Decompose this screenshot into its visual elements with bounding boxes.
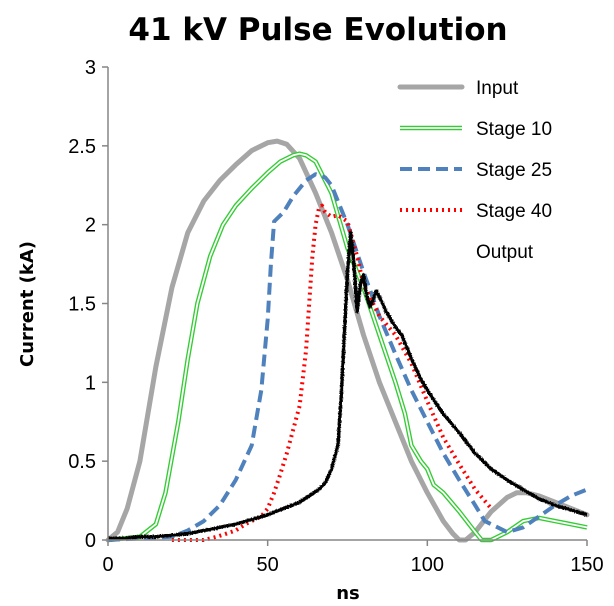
y-axis-label: Current (kA)	[17, 241, 38, 367]
legend-input-label: Input	[476, 78, 519, 99]
y-tick-label: 1	[85, 372, 96, 394]
y-tick-label: 2	[85, 215, 96, 237]
x-tick-label: 50	[257, 554, 279, 576]
y-tick-label: 1.5	[68, 294, 96, 316]
x-tick-label: 100	[411, 554, 444, 576]
legend-stage-10-label: Stage 10	[476, 119, 552, 140]
legend: Input Stage 10 Stage 25 Stage 40 Output	[397, 78, 552, 263]
x-tick-label: 150	[570, 554, 603, 576]
series-stage-25-line	[107, 172, 588, 542]
series-stage-40-line	[171, 203, 493, 542]
ticks-layer: 0 0.5 1 1.5 2 2.5 3 0 50 100 150	[68, 57, 604, 576]
legend-stage-25-label: Stage 25	[476, 160, 552, 181]
chart-title: 41 kV Pulse Evolution	[128, 12, 507, 48]
series-output-line	[108, 230, 588, 541]
x-axis-label: ns	[336, 583, 360, 604]
y-tick-label: 3	[85, 57, 96, 79]
x-tick-label: 0	[102, 554, 113, 576]
y-tick-label: 0	[85, 530, 96, 552]
y-tick-label: 2.5	[68, 136, 96, 158]
plot-area: 0 0.5 1 1.5 2 2.5 3 0 50 100 150	[68, 57, 604, 576]
y-tick-label: 0.5	[68, 451, 96, 473]
legend-output-label: Output	[476, 242, 534, 263]
series-layer	[105, 138, 590, 543]
legend-stage-40-label: Stage 40	[476, 201, 552, 222]
